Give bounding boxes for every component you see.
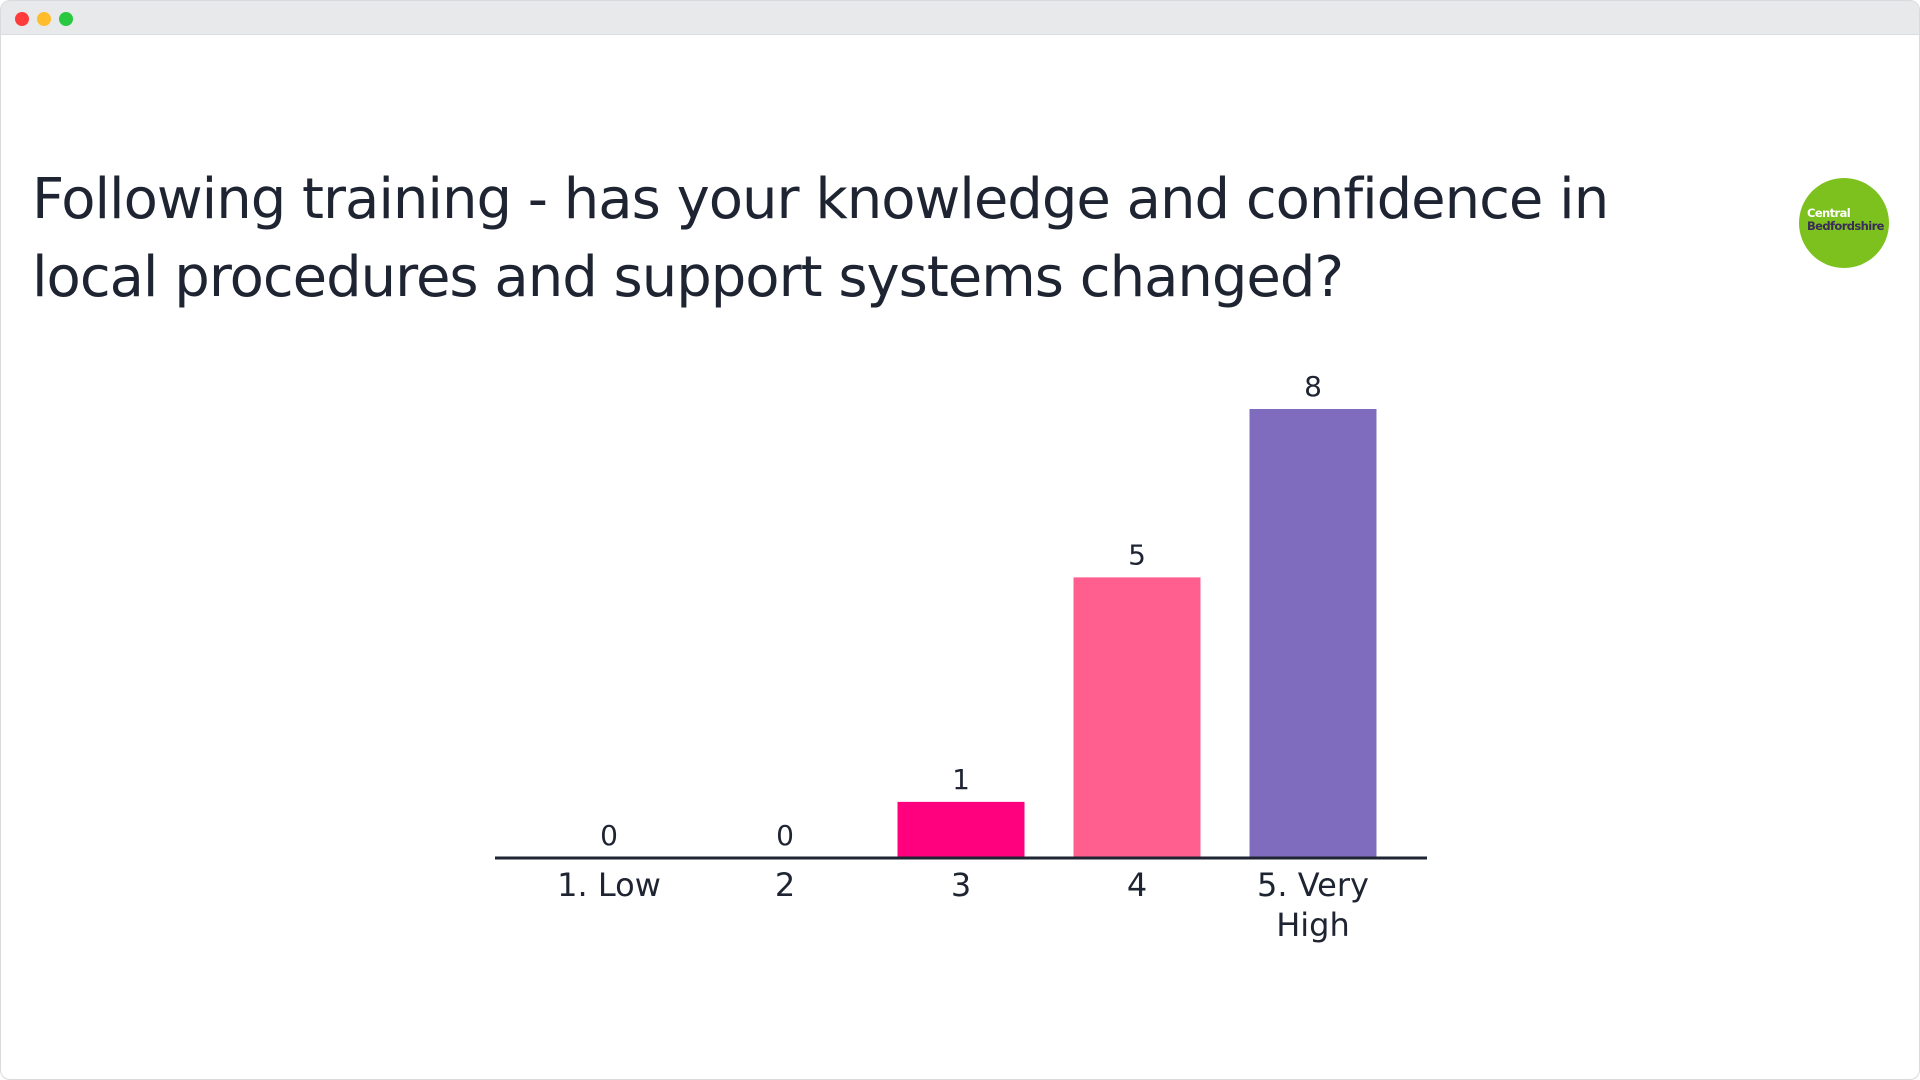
data-label-2: 0 (776, 819, 794, 852)
data-label-5: 8 (1304, 370, 1322, 403)
close-window-button[interactable] (15, 12, 29, 26)
bar-3 (897, 801, 1025, 858)
data-label-1: 0 (600, 819, 618, 852)
logo-text-line2: Bedfordshire (1807, 219, 1884, 233)
data-label-4: 5 (1128, 538, 1146, 571)
logo-text-line1: Central (1807, 206, 1851, 220)
category-label-4: 4 (1127, 866, 1147, 904)
category-label-3: 3 (951, 866, 971, 904)
category-label-1: 1. Low (557, 866, 661, 904)
bar-4 (1073, 577, 1201, 858)
window-titlebar (1, 1, 1919, 35)
minimize-window-button[interactable] (37, 12, 51, 26)
category-label-5: 5. Very High (1257, 866, 1369, 944)
slide-title: Following training - has your knowledge … (32, 167, 1609, 310)
data-label-3: 1 (952, 763, 970, 796)
bar-5 (1249, 409, 1377, 858)
maximize-window-button[interactable] (59, 12, 73, 26)
logo-text: Central Bedfordshire (1807, 207, 1887, 233)
category-label-2: 2 (775, 866, 795, 904)
central-bedfordshire-logo: Central Bedfordshire (1799, 178, 1889, 268)
